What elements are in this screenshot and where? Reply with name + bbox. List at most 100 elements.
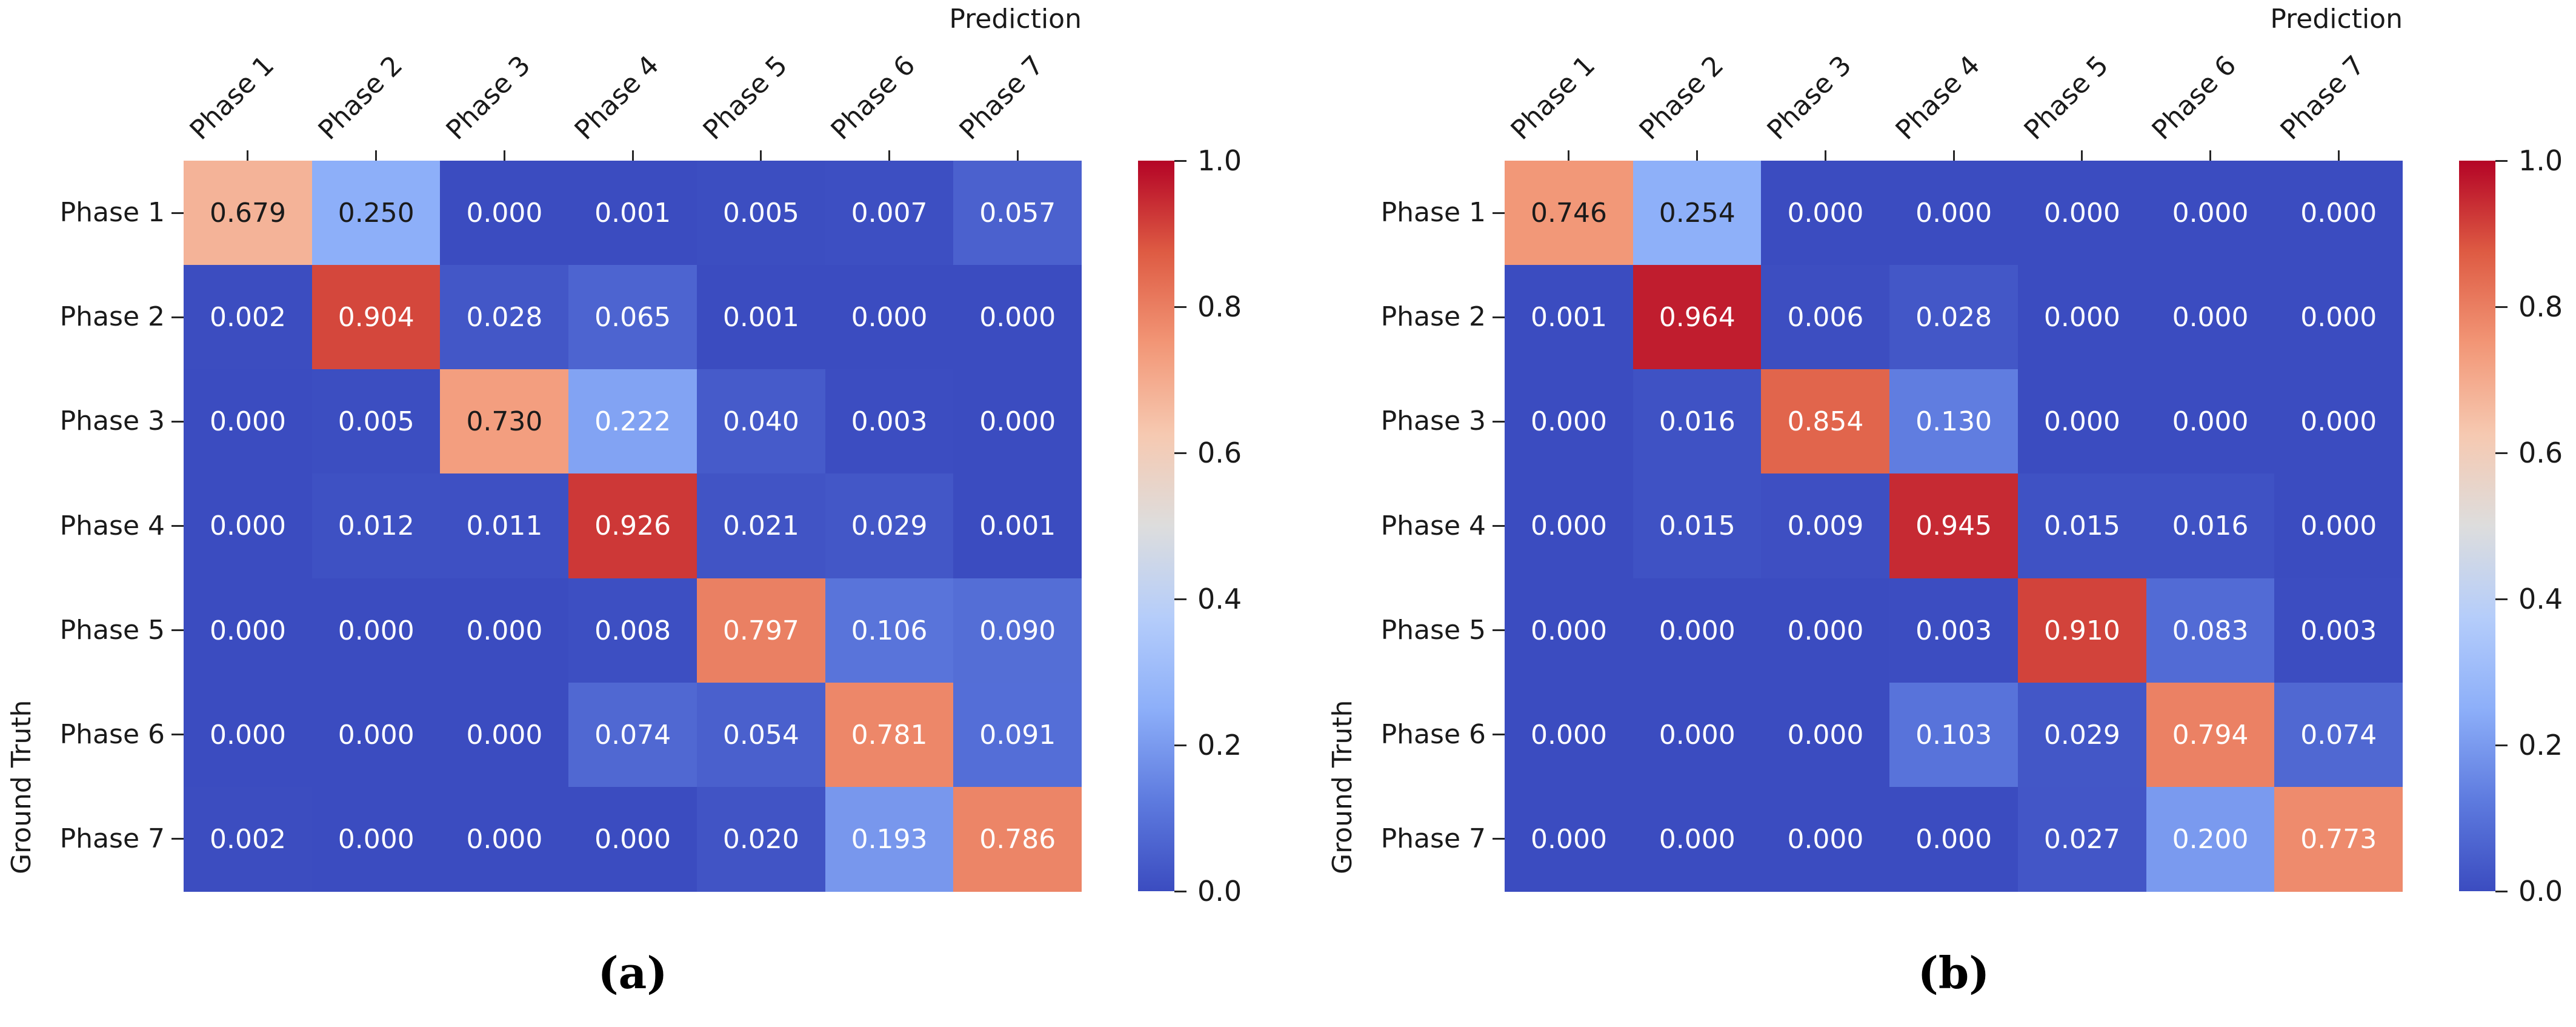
column-tick	[2081, 150, 2083, 161]
panel-caption-b: (b)	[1917, 947, 1990, 999]
heatmap-cell: 0.000	[1632, 682, 1762, 788]
row-label: Phase 2	[59, 301, 165, 333]
heatmap-cell: 0.193	[825, 786, 954, 892]
heatmap-cell: 0.000	[2017, 265, 2146, 370]
heatmap-cell: 0.746	[1505, 161, 1633, 266]
colorbar-tick-label: 0.0	[1197, 875, 1242, 908]
heatmap-cell: 0.794	[2146, 682, 2275, 788]
heatmap-cell: 0.000	[311, 578, 441, 683]
row-label: Phase 3	[1380, 406, 1486, 437]
column-tick	[888, 150, 890, 161]
colorbar-tick-label: 0.6	[1197, 437, 1242, 469]
colorbar	[2459, 161, 2495, 891]
heatmap-cell: 0.000	[1889, 161, 2019, 266]
prediction-axis-label: Prediction	[2270, 4, 2403, 35]
heatmap-cell: 0.008	[568, 578, 697, 683]
column-tick	[2209, 150, 2211, 161]
colorbar-tick	[1174, 890, 1186, 892]
column-label: Phase 5	[697, 50, 793, 146]
heatmap-cell: 0.904	[311, 265, 441, 370]
column-tick	[1568, 150, 1570, 161]
heatmap-cell: 0.000	[1761, 161, 1890, 266]
colorbar-tick	[2495, 890, 2508, 892]
heatmap-cell: 0.000	[953, 265, 1082, 370]
heatmap-cell: 0.000	[1632, 578, 1762, 683]
heatmap-cell: 0.781	[825, 682, 954, 788]
heatmap-cell: 0.000	[953, 369, 1082, 475]
heatmap-cell: 0.250	[311, 161, 441, 266]
column-label: Phase 7	[2274, 50, 2371, 146]
heatmap-cell: 0.001	[953, 473, 1082, 579]
heatmap-cell: 0.000	[2274, 161, 2403, 266]
heatmap-cell: 0.000	[1505, 786, 1633, 892]
heatmap-cell: 0.020	[696, 786, 825, 892]
heatmap-cell: 0.074	[2274, 682, 2403, 788]
heatmap-cell: 0.000	[311, 682, 441, 788]
heatmap-cell: 0.103	[1889, 682, 2019, 788]
colorbar-tick-label: 0.0	[2518, 875, 2563, 908]
heatmap-cell: 0.797	[696, 578, 825, 683]
heatmap-cell: 0.029	[2017, 682, 2146, 788]
heatmap-cell: 0.000	[2146, 265, 2275, 370]
column-tick	[247, 150, 249, 161]
column-tick	[1824, 150, 1826, 161]
heatmap-cell: 0.001	[1505, 265, 1633, 370]
heatmap-cell: 0.000	[2274, 369, 2403, 475]
column-label: Phase 1	[1505, 50, 1602, 146]
row-label: Phase 5	[59, 614, 165, 646]
heatmap-cell: 0.000	[1505, 473, 1633, 579]
column-tick	[2337, 150, 2340, 161]
heatmap-cell: 0.065	[568, 265, 697, 370]
heatmap-cell: 0.000	[825, 265, 954, 370]
row-tick	[171, 212, 184, 214]
colorbar-tick	[1174, 306, 1186, 308]
row-tick	[1493, 316, 1505, 318]
column-label: Phase 4	[1889, 50, 1986, 146]
heatmap-cell: 0.007	[825, 161, 954, 266]
heatmap-cell: 0.011	[440, 473, 569, 579]
row-tick	[1493, 420, 1505, 423]
heatmap-cell: 0.000	[440, 578, 569, 683]
column-label: Phase 2	[312, 50, 408, 146]
heatmap-cell: 0.000	[568, 786, 697, 892]
heatmap-cell: 0.000	[1761, 786, 1890, 892]
heatmap-cell: 0.074	[568, 682, 697, 788]
heatmap-cell: 0.106	[825, 578, 954, 683]
column-label: Phase 5	[2018, 50, 2114, 146]
column-label: Phase 4	[568, 50, 665, 146]
heatmap-cell: 0.057	[953, 161, 1082, 266]
heatmap-cell: 0.000	[1761, 578, 1890, 683]
heatmap-cell: 0.016	[2146, 473, 2275, 579]
row-label: Phase 5	[1380, 614, 1486, 646]
heatmap-cell: 0.000	[2146, 161, 2275, 266]
row-tick	[171, 316, 184, 318]
heatmap-cell: 0.679	[184, 161, 312, 266]
row-label: Phase 1	[1380, 197, 1486, 229]
row-tick	[171, 838, 184, 840]
row-label: Phase 6	[1380, 718, 1486, 750]
heatmap-cell: 0.015	[2017, 473, 2146, 579]
row-label: Phase 7	[59, 823, 165, 854]
heatmap-cell: 0.730	[440, 369, 569, 475]
row-tick	[171, 420, 184, 423]
heatmap-cell: 0.000	[1505, 682, 1633, 788]
column-label: Phase 2	[1633, 50, 1729, 146]
heatmap-cell: 0.028	[440, 265, 569, 370]
colorbar-tick-label: 1.0	[1197, 144, 1242, 177]
heatmap-cell: 0.000	[184, 682, 312, 788]
row-label: Phase 3	[59, 406, 165, 437]
row-tick	[171, 629, 184, 632]
heatmap-cell: 0.091	[953, 682, 1082, 788]
row-tick	[1493, 838, 1505, 840]
heatmap-cell: 0.003	[825, 369, 954, 475]
heatmap-cell: 0.003	[2274, 578, 2403, 683]
heatmap-cell: 0.000	[2146, 369, 2275, 475]
heatmap-cell: 0.006	[1761, 265, 1890, 370]
heatmap-cell: 0.000	[440, 682, 569, 788]
heatmap-cell: 0.016	[1632, 369, 1762, 475]
prediction-axis-label: Prediction	[949, 4, 1082, 35]
heatmap-cell: 0.926	[568, 473, 697, 579]
row-label: Phase 7	[1380, 823, 1486, 854]
heatmap-cell: 0.254	[1632, 161, 1762, 266]
row-tick	[1493, 212, 1505, 214]
